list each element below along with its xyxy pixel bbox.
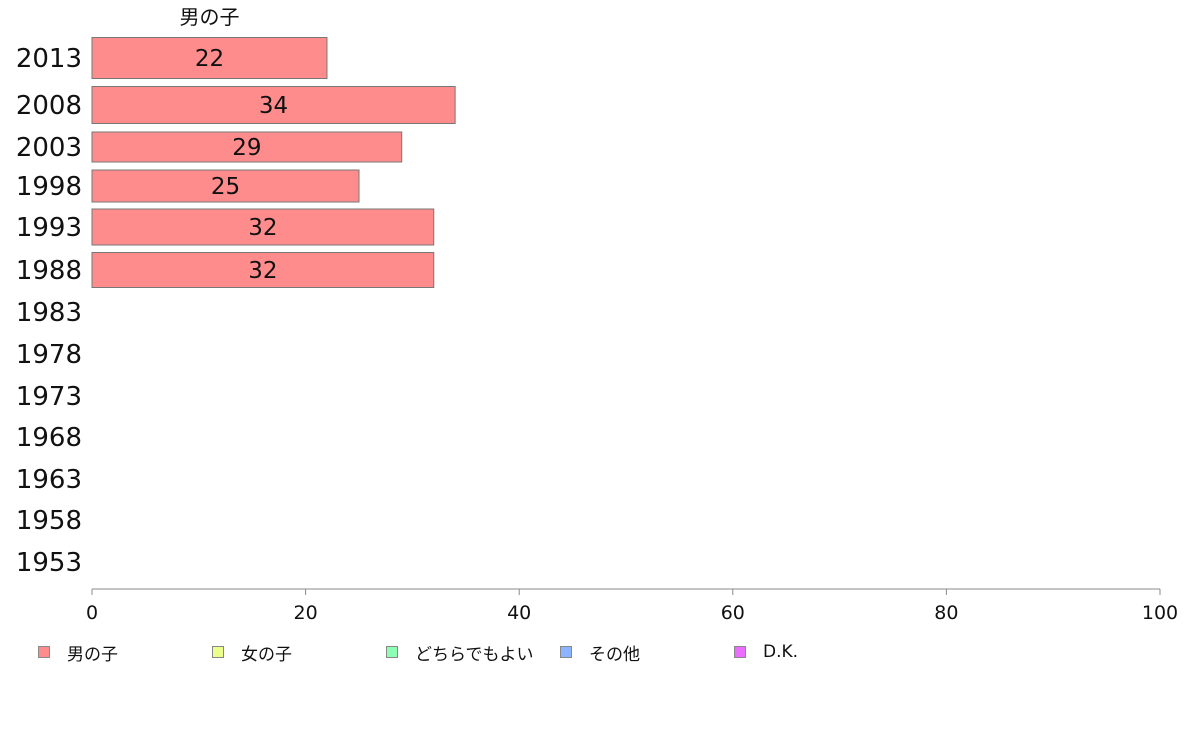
y-tick-label-1988: 1988 bbox=[16, 256, 82, 286]
bar-label-2008: 34 bbox=[259, 93, 288, 119]
x-tick-label-20: 20 bbox=[294, 602, 318, 624]
x-tick-label-40: 40 bbox=[507, 602, 531, 624]
legend-swatch bbox=[734, 646, 746, 658]
legend-swatch bbox=[560, 646, 572, 658]
bar-2008 bbox=[91, 86, 456, 124]
x-axis: 0 20 40 60 80 100 bbox=[86, 588, 1178, 624]
x-tick-label-60: 60 bbox=[721, 602, 745, 624]
y-tick-label-1958: 1958 bbox=[16, 506, 82, 536]
bar-label-1998: 25 bbox=[211, 174, 240, 200]
legend-item-4: その他 bbox=[560, 641, 640, 665]
series-heading: 男の子 bbox=[179, 5, 239, 29]
y-tick-label-2008: 2008 bbox=[16, 91, 82, 121]
x-tick-label-0: 0 bbox=[86, 602, 98, 624]
y-tick-label-1953: 1953 bbox=[16, 548, 82, 578]
y-tick-label-1973: 1973 bbox=[16, 382, 82, 412]
legend-item-1: 男の子 bbox=[38, 641, 118, 665]
y-tick-label-1963: 1963 bbox=[16, 465, 82, 495]
legend-label: D.K. bbox=[763, 642, 799, 662]
bar-1988 bbox=[91, 252, 435, 288]
legend-swatch bbox=[212, 646, 224, 658]
bar-label-1988: 32 bbox=[248, 258, 277, 284]
bar-1998 bbox=[91, 169, 360, 203]
legend: 男の子 女の子 どちらでもよい その他 D.K. bbox=[38, 641, 938, 665]
x-tick-label-80: 80 bbox=[934, 602, 958, 624]
bar-2013 bbox=[91, 37, 328, 79]
legend-label: 女の子 bbox=[241, 644, 292, 665]
bars-group: 22 34 29 25 32 32 bbox=[91, 37, 456, 288]
y-tick-label-1978: 1978 bbox=[16, 340, 82, 370]
legend-label: どちらでもよい bbox=[415, 644, 534, 665]
legend-label: その他 bbox=[589, 644, 640, 665]
legend-item-2: 女の子 bbox=[212, 641, 292, 665]
y-tick-label-2003: 2003 bbox=[16, 133, 82, 163]
y-tick-labels: 2013 2008 2003 1998 1993 1988 1983 1978 1973 1968… bbox=[16, 44, 82, 578]
y-tick-label-2013: 2013 bbox=[16, 44, 82, 74]
bar-1993 bbox=[91, 208, 435, 246]
y-tick-label-1998: 1998 bbox=[16, 172, 82, 202]
y-tick-label-1968: 1968 bbox=[16, 423, 82, 453]
legend-item-5: D.K. bbox=[734, 641, 798, 663]
legend-swatch bbox=[386, 646, 398, 658]
y-tick-label-1983: 1983 bbox=[16, 298, 82, 328]
legend-label: 男の子 bbox=[67, 644, 118, 665]
bar-label-1993: 32 bbox=[248, 215, 277, 241]
bar-label-2013: 22 bbox=[195, 46, 224, 72]
y-tick-label-1993: 1993 bbox=[16, 213, 82, 243]
bar-2003 bbox=[91, 131, 403, 163]
legend-item-3: どちらでもよい bbox=[386, 641, 534, 665]
legend-swatch bbox=[38, 646, 50, 658]
x-tick-label-100: 100 bbox=[1142, 602, 1178, 624]
bar-label-2003: 29 bbox=[232, 135, 261, 161]
